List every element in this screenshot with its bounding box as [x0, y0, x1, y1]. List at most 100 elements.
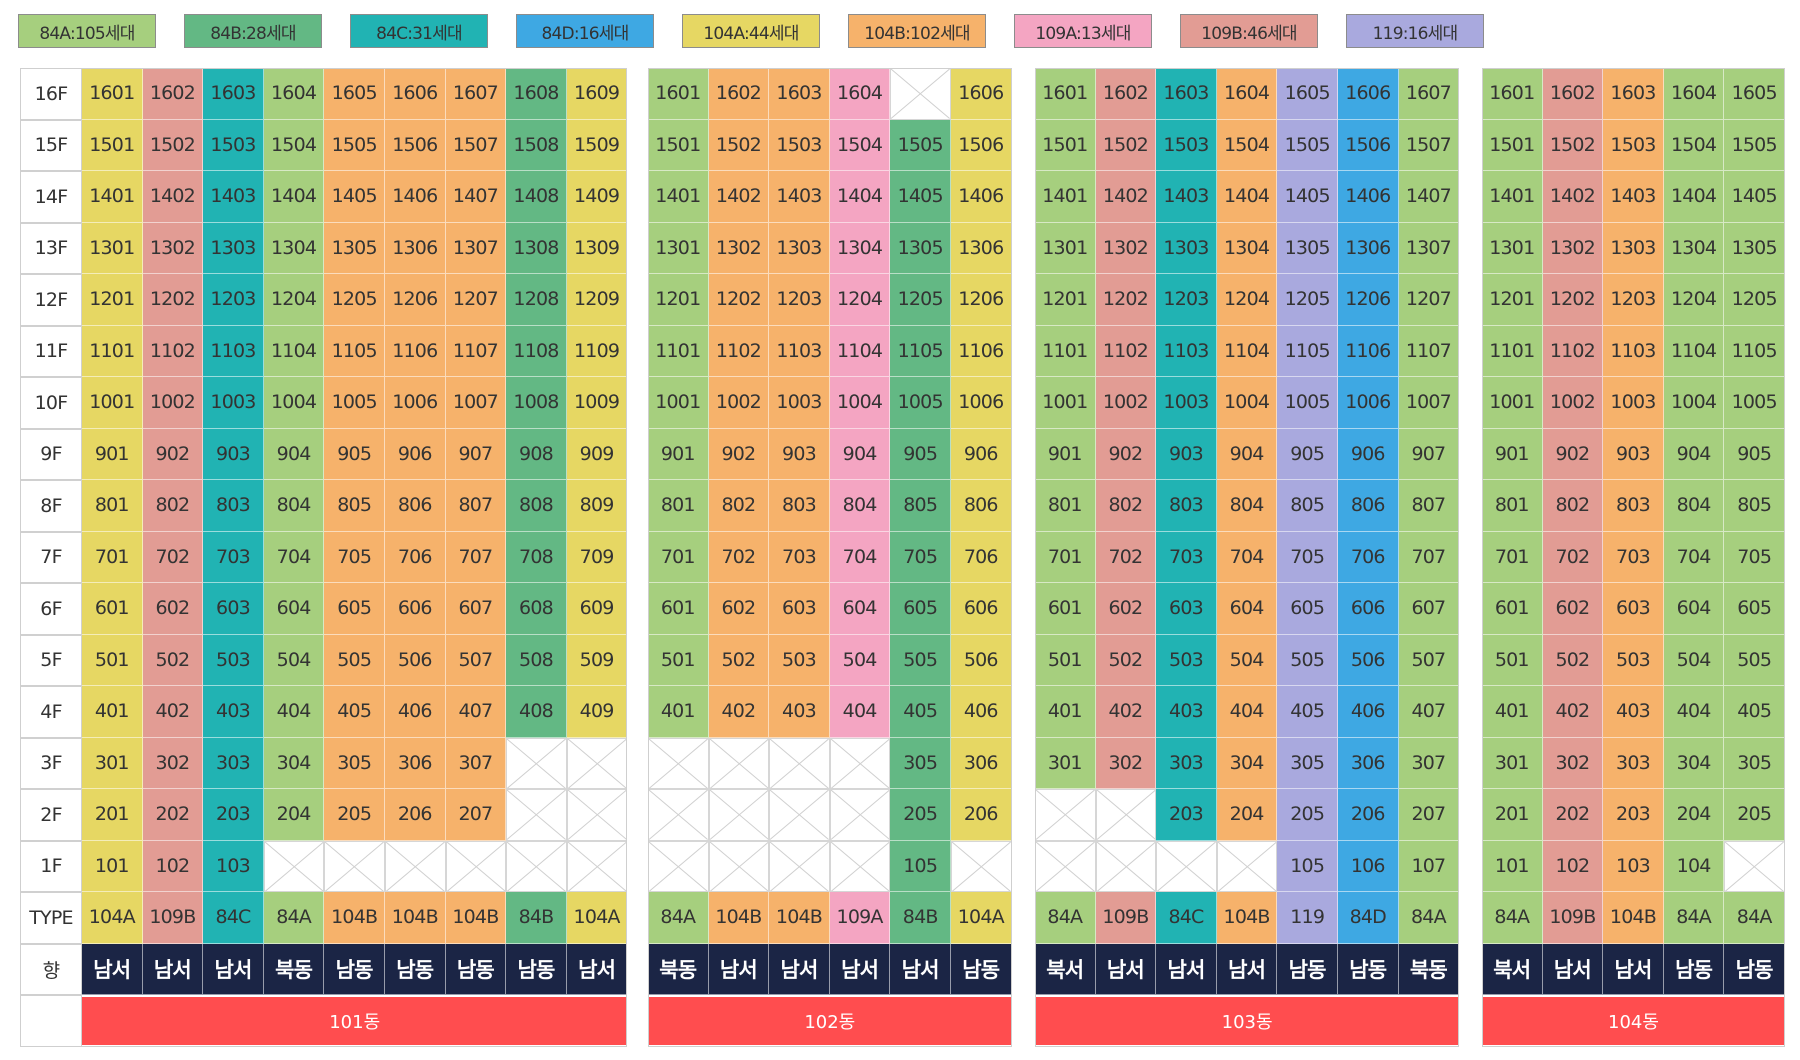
unit-cell: 1501	[1035, 119, 1096, 171]
unit-cell: 304	[1663, 737, 1725, 789]
unit-cell: 603	[1603, 583, 1664, 635]
unit-cell: 603	[203, 583, 264, 635]
unit-cell: 805	[324, 480, 385, 532]
unit-cell: 708	[506, 531, 567, 583]
unit-cell: 1104	[1216, 325, 1278, 377]
unit-cell: 902	[1095, 428, 1157, 480]
empty-unit	[1035, 789, 1096, 841]
unit-type-cell: 109B	[1095, 892, 1157, 944]
empty-unit	[708, 789, 770, 841]
empty-unit	[506, 789, 567, 841]
unit-cell: 1002	[708, 377, 770, 429]
empty-unit	[769, 789, 830, 841]
legend-item-84b: 84B:28세대	[184, 14, 322, 48]
empty-unit	[1035, 840, 1096, 892]
unit-cell: 1304	[1216, 222, 1278, 274]
unit-cell: 1001	[1035, 377, 1096, 429]
unit-cell: 605	[324, 583, 385, 635]
unit-cell: 1303	[769, 222, 830, 274]
unit-cell: 1204	[1663, 274, 1725, 326]
empty-unit	[1724, 840, 1785, 892]
unit-cell: 801	[648, 480, 709, 532]
unit-cell: 703	[1156, 531, 1217, 583]
unit-type-cell: 104A	[82, 892, 143, 944]
empty-unit	[829, 737, 891, 789]
unit-cell: 1005	[1277, 377, 1338, 429]
unit-cell: 606	[1338, 583, 1399, 635]
unit-cell: 405	[324, 686, 385, 738]
unit-cell: 204	[1216, 789, 1278, 841]
empty-unit	[648, 840, 709, 892]
empty-unit	[1156, 840, 1217, 892]
empty-corner	[20, 995, 82, 1047]
unit-cell: 1404	[1663, 171, 1725, 223]
unit-cell: 804	[829, 480, 891, 532]
unit-cell: 1202	[142, 274, 204, 326]
direction-cell: 북서	[1482, 943, 1543, 995]
unit-cell: 502	[1542, 634, 1604, 686]
empty-unit	[324, 840, 385, 892]
unit-cell: 1302	[708, 222, 770, 274]
unit-cell: 406	[951, 686, 1012, 738]
unit-cell: 1506	[951, 119, 1012, 171]
unit-cell: 704	[1663, 531, 1725, 583]
unit-cell: 1401	[82, 171, 143, 223]
unit-cell: 307	[1398, 737, 1460, 789]
direction-cell: 남동	[951, 943, 1012, 995]
unit-cell: 1404	[1216, 171, 1278, 223]
direction-cell: 남동	[1724, 943, 1785, 995]
unit-cell: 408	[506, 686, 567, 738]
empty-unit	[769, 737, 830, 789]
unit-cell: 1002	[1542, 377, 1604, 429]
unit-cell: 703	[769, 531, 830, 583]
unit-cell: 1105	[324, 325, 385, 377]
unit-type-cell: 104A	[951, 892, 1012, 944]
unit-cell: 501	[1482, 634, 1543, 686]
unit-cell: 709	[566, 531, 628, 583]
direction-cell: 남동	[1663, 943, 1725, 995]
direction-cell: 남서	[1542, 943, 1604, 995]
unit-cell: 1406	[385, 171, 446, 223]
unit-cell: 102	[1542, 840, 1604, 892]
unit-cell: 1004	[829, 377, 891, 429]
unit-cell: 505	[1724, 634, 1785, 686]
unit-cell: 802	[1542, 480, 1604, 532]
unit-cell: 607	[445, 583, 507, 635]
unit-cell: 1502	[1095, 119, 1157, 171]
floor-label: 9F	[20, 428, 82, 480]
unit-cell: 1209	[566, 274, 628, 326]
unit-cell: 1107	[1398, 325, 1460, 377]
unit-cell: 1202	[708, 274, 770, 326]
unit-cell: 1303	[203, 222, 264, 274]
unit-cell: 701	[648, 531, 709, 583]
unit-cell: 1602	[1095, 68, 1157, 120]
unit-cell: 804	[1216, 480, 1278, 532]
unit-cell: 1409	[566, 171, 628, 223]
unit-cell: 806	[385, 480, 446, 532]
unit-cell: 205	[890, 789, 951, 841]
unit-cell: 402	[1095, 686, 1157, 738]
unit-cell: 703	[1603, 531, 1664, 583]
unit-cell: 105	[890, 840, 951, 892]
unit-type-cell: 84A	[1482, 892, 1543, 944]
unit-type-cell: 104B	[324, 892, 385, 944]
direction-cell: 남서	[708, 943, 770, 995]
unit-cell: 1106	[1338, 325, 1399, 377]
unit-cell: 801	[1482, 480, 1543, 532]
unit-cell: 402	[142, 686, 204, 738]
unit-cell: 503	[1603, 634, 1664, 686]
unit-cell: 1102	[142, 325, 204, 377]
unit-cell: 1107	[445, 325, 507, 377]
unit-cell: 1505	[324, 119, 385, 171]
unit-type-cell: 84A	[1035, 892, 1096, 944]
unit-cell: 602	[708, 583, 770, 635]
direction-cell: 남동	[324, 943, 385, 995]
unit-cell: 1404	[829, 171, 891, 223]
direction-cell: 북동	[1398, 943, 1460, 995]
unit-cell: 305	[1277, 737, 1338, 789]
unit-cell: 503	[769, 634, 830, 686]
unit-cell: 502	[708, 634, 770, 686]
unit-cell: 409	[566, 686, 628, 738]
unit-cell: 1205	[890, 274, 951, 326]
unit-cell: 1307	[445, 222, 507, 274]
